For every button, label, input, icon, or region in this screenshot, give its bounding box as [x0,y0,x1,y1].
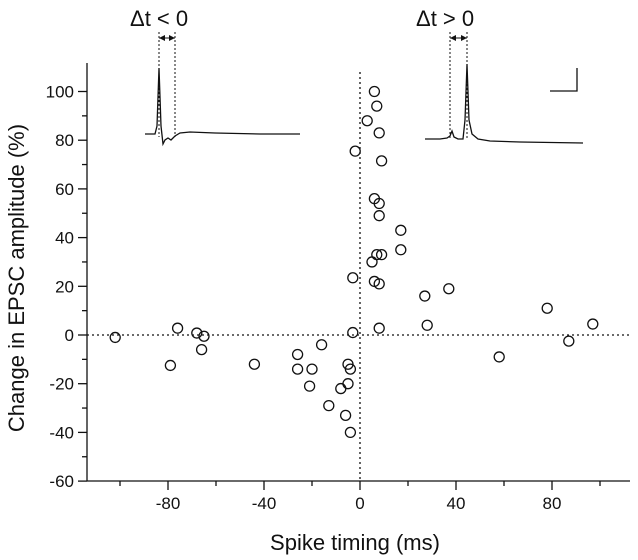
data-point [395,224,407,236]
data-point [373,197,385,210]
x-axis-title: Spike timing (ms) [270,530,440,555]
y-axis-title: Change in EPSC amplitude (%) [4,124,29,432]
epsc-trace-left [145,67,300,147]
data-point [291,348,304,361]
data-point [371,248,383,261]
data-point [339,409,352,422]
x-ticks: -80 -40 0 40 80 [119,481,601,513]
data-point [171,322,184,334]
y-tick-label: 0 [65,326,74,345]
data-point [443,283,455,295]
data-point [373,278,385,290]
y-tick-label: 60 [55,180,74,199]
data-point [395,244,407,256]
delta-arrowhead-right-a [450,35,456,41]
data-point [421,319,433,331]
data-point [361,115,373,127]
y-ticks: -60 -40 -20 0 20 40 60 80 100 [46,83,87,491]
data-point [493,351,505,363]
data-point [195,343,208,356]
delta-arrowhead-left-a [159,35,165,41]
axes [86,63,630,482]
scale-bar [550,68,578,92]
y-tick-label: 40 [55,229,74,248]
data-point [335,382,347,395]
data-point [191,327,203,339]
data-point [342,378,354,390]
data-point [373,127,385,139]
data-point [368,85,381,98]
data-point [373,322,385,334]
data-point [371,100,383,112]
data-point [375,248,388,261]
data-point [344,426,357,439]
y-tick-label: 20 [55,277,74,296]
x-tick-label: 80 [543,494,562,513]
delta-arrowhead-left-b [169,35,175,41]
inset-label-negative: Δt < 0 [130,6,188,31]
data-point [587,318,599,330]
x-tick-label: -40 [252,494,277,513]
data-point [349,145,361,157]
inset-label-positive: Δt > 0 [416,6,474,31]
y-tick-label: -40 [49,423,74,442]
epsc-trace-right [425,63,584,144]
data-point [366,256,378,268]
data-point [315,339,328,351]
y-tick-label: 100 [46,83,74,102]
y-tick-label: -20 [49,375,74,394]
data-point [541,302,553,314]
data-points [109,85,599,439]
data-point [303,380,316,392]
x-tick-label: 0 [355,494,364,513]
zero-reference-lines [87,72,630,481]
y-tick-label: -60 [49,472,74,491]
data-point [323,399,335,412]
data-point [373,210,385,222]
inset-trace-negative: Δt < 0 [130,6,300,147]
data-point [419,290,431,302]
data-point [563,335,575,347]
data-point [347,326,359,339]
data-point [291,363,304,375]
data-point [344,363,357,375]
inset-trace-positive: Δt > 0 [416,6,584,144]
y-tick-label: 80 [55,131,74,150]
x-tick-label: 40 [447,494,466,513]
x-tick-label: -80 [156,494,181,513]
delta-arrowhead-right-b [461,35,467,41]
data-point [109,331,121,344]
data-point [306,363,318,375]
data-point [375,155,388,167]
data-point [164,359,177,372]
data-point [198,330,210,342]
data-point [248,358,261,370]
data-point [347,272,359,284]
